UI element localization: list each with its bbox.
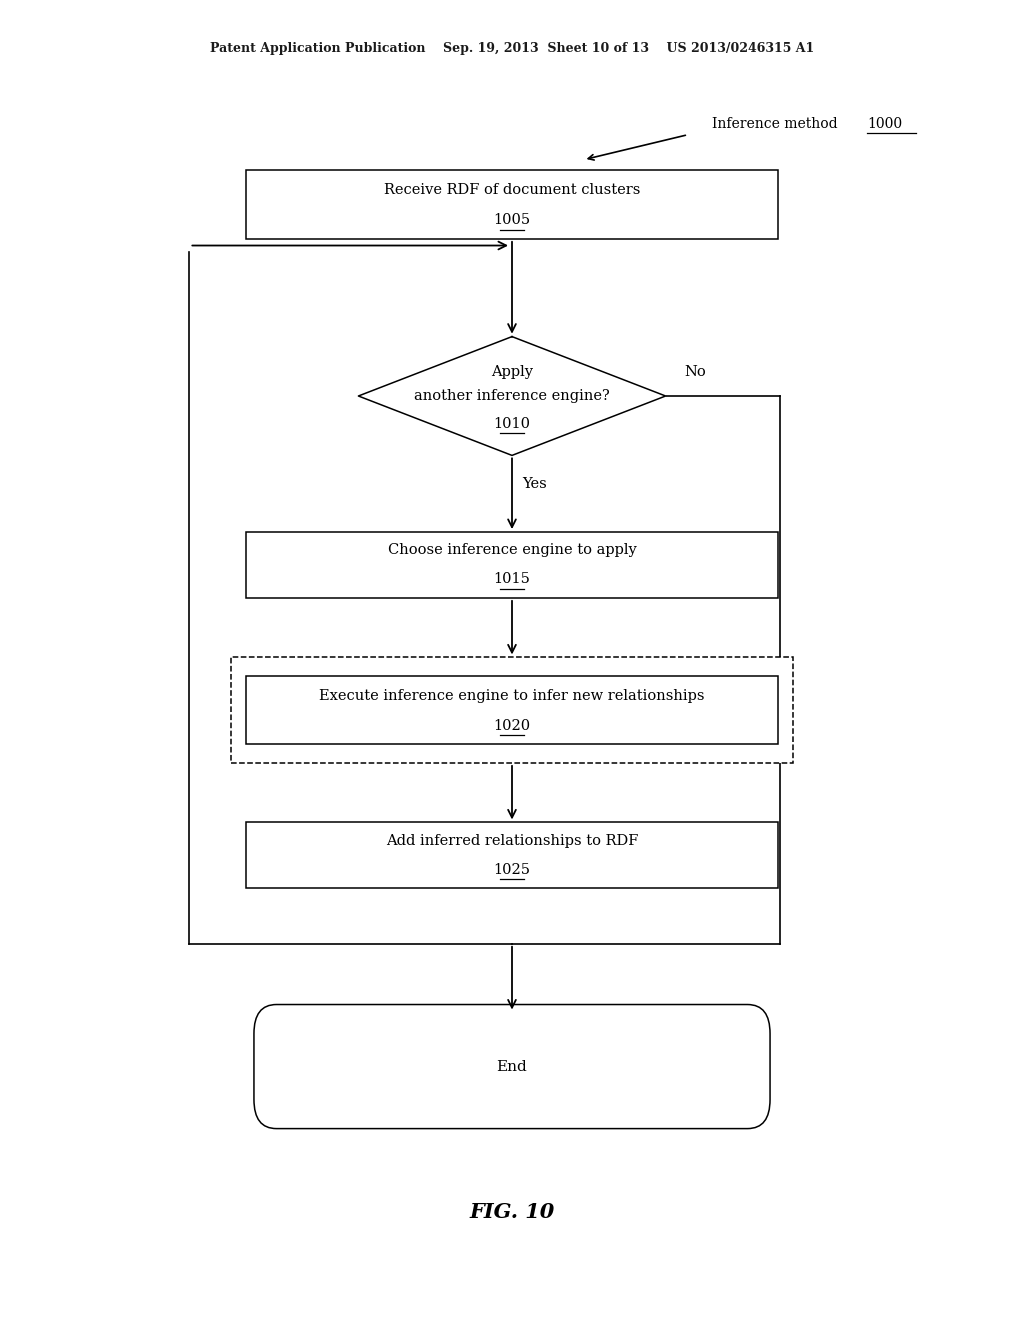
Text: 1005: 1005 (494, 214, 530, 227)
Text: Receive RDF of document clusters: Receive RDF of document clusters (384, 183, 640, 197)
FancyBboxPatch shape (254, 1005, 770, 1129)
Text: 1000: 1000 (867, 117, 902, 131)
Text: Apply: Apply (490, 366, 534, 379)
FancyBboxPatch shape (246, 532, 778, 598)
FancyBboxPatch shape (246, 822, 778, 888)
Text: Patent Application Publication    Sep. 19, 2013  Sheet 10 of 13    US 2013/02463: Patent Application Publication Sep. 19, … (210, 42, 814, 55)
Text: 1010: 1010 (494, 417, 530, 430)
Text: No: No (684, 366, 706, 379)
Text: End: End (497, 1060, 527, 1073)
Text: 1020: 1020 (494, 719, 530, 733)
Text: FIG. 10: FIG. 10 (469, 1201, 555, 1222)
Text: 1025: 1025 (494, 863, 530, 876)
Polygon shape (358, 337, 666, 455)
Text: Choose inference engine to apply: Choose inference engine to apply (388, 544, 636, 557)
Text: Inference method: Inference method (712, 117, 842, 131)
Text: another inference engine?: another inference engine? (414, 389, 610, 403)
FancyBboxPatch shape (246, 170, 778, 239)
Text: 1015: 1015 (494, 573, 530, 586)
FancyBboxPatch shape (246, 676, 778, 744)
FancyBboxPatch shape (231, 657, 793, 763)
Text: Yes: Yes (522, 478, 547, 491)
Text: Add inferred relationships to RDF: Add inferred relationships to RDF (386, 834, 638, 847)
Text: Execute inference engine to infer new relationships: Execute inference engine to infer new re… (319, 689, 705, 702)
